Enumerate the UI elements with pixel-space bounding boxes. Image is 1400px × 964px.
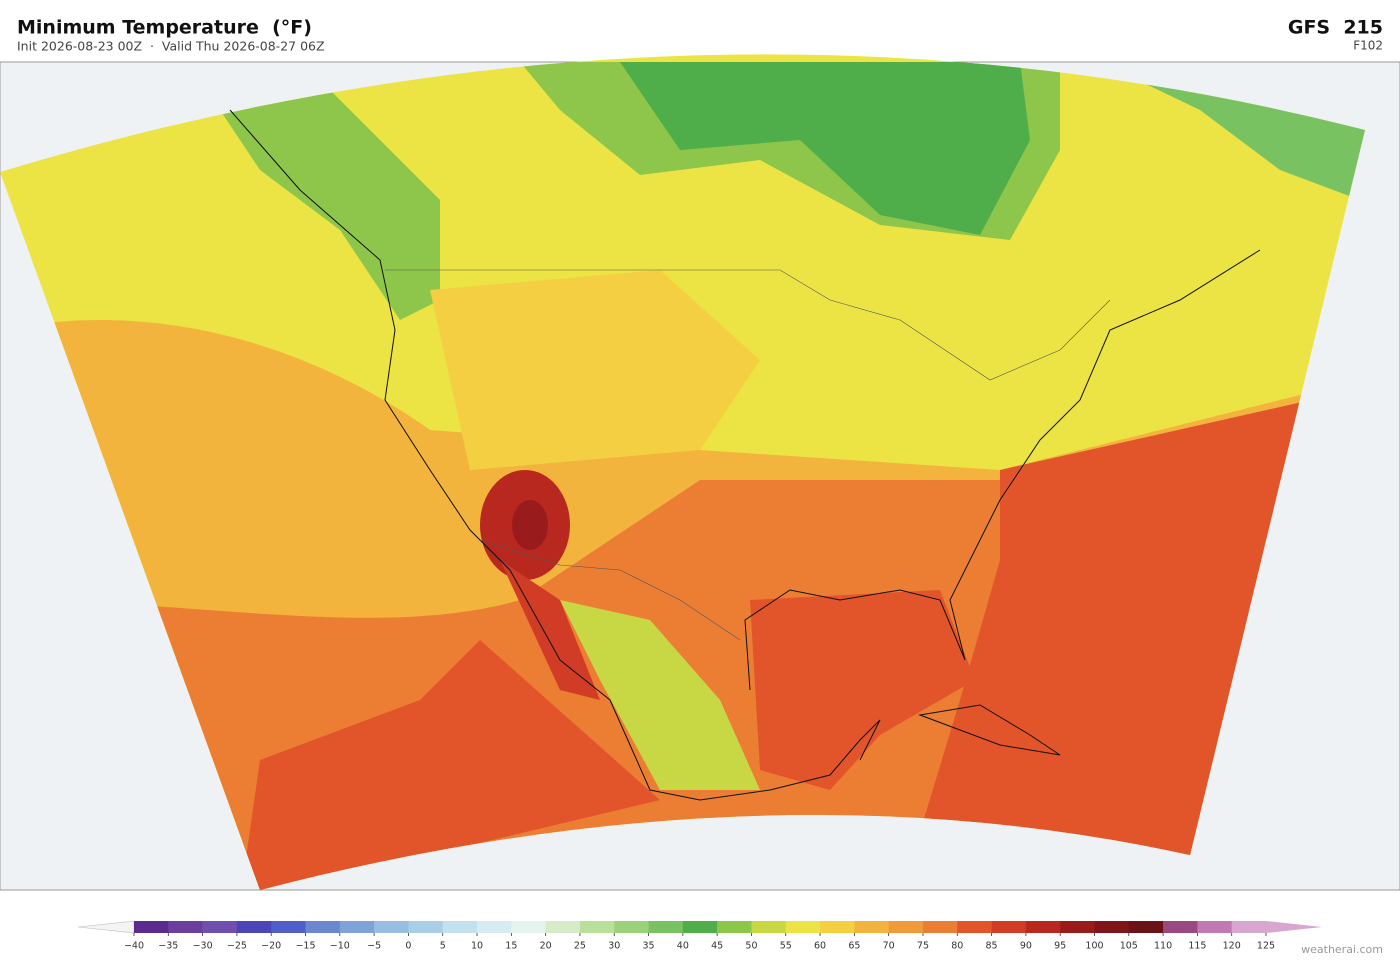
colorbar-cell [614, 921, 649, 933]
colorbar-tick-label: 75 [917, 941, 929, 952]
colorbar-cell [305, 921, 341, 933]
colorbar-cell [648, 921, 684, 933]
colorbar-tick-label: 20 [540, 941, 552, 952]
colorbar-tick-label: −40 [124, 941, 144, 952]
colorbar-cell [408, 921, 444, 933]
colorbar-tick-label: −30 [193, 941, 213, 952]
colorbar-cell [202, 921, 238, 933]
colorbar-cell [785, 921, 821, 933]
colorbar-tick-label: 45 [711, 941, 723, 952]
colorbar-cell [134, 921, 169, 933]
colorbar-cell [271, 921, 306, 933]
colorbar-cell [888, 921, 924, 933]
title: Minimum Temperature (°F) [17, 17, 312, 39]
colorbar-tick-label: −10 [330, 941, 350, 952]
colorbar-tick-label: 30 [608, 941, 620, 952]
colorbar-cell [751, 921, 787, 933]
colorbar-cell [1094, 921, 1130, 933]
colorbar-tick-label: −35 [158, 941, 178, 952]
colorbar-tick-label: 120 [1223, 941, 1241, 952]
colorbar-tick-label: 90 [1020, 941, 1032, 952]
colorbar-tick-label: 25 [574, 941, 586, 952]
forecast-hour: F102 [1353, 39, 1383, 53]
colorbar-cell [991, 921, 1027, 933]
colorbar-tick-label: 80 [951, 941, 963, 952]
colorbar-cell [854, 921, 889, 933]
gulf-coastline [744, 249, 1261, 691]
coastline [229, 109, 881, 801]
colorbar-tick-label: 55 [780, 941, 792, 952]
colorbar-tick-label: 125 [1257, 941, 1275, 952]
colorbar-tick-label: 10 [471, 941, 483, 952]
colorbar-cell [339, 921, 375, 933]
colorbar-tick-label: −20 [261, 941, 281, 952]
colorbar-cell [236, 921, 272, 933]
colorbar-under [77, 920, 135, 934]
colorbar-cell [1025, 921, 1061, 933]
credit: weatherai.com [1301, 943, 1383, 956]
colorbar-cell [1231, 921, 1267, 933]
colorbar-tick-label: 115 [1188, 941, 1206, 952]
colorbar-tick-label: −15 [295, 941, 315, 952]
colorbar-cell [477, 921, 512, 933]
colorbar-cell [682, 921, 718, 933]
colorbar-cell [1163, 921, 1198, 933]
colorbar-cell [1197, 921, 1232, 933]
colorbar-cell [442, 921, 478, 933]
colorbar-cell [545, 921, 581, 933]
colorbar-tick-label: 5 [440, 941, 446, 952]
us-canada-border [385, 269, 1111, 381]
colorbar-cell [579, 921, 615, 933]
colorbar-tick-label: −25 [227, 941, 247, 952]
colorbar-tick-label: 110 [1154, 941, 1172, 952]
model: GFS 215 [1288, 17, 1383, 39]
colorbar-cell [1060, 921, 1095, 933]
colorbar-cell [820, 921, 855, 933]
colorbar-tick-label: 65 [848, 941, 860, 952]
colorbar-tick-label: 95 [1054, 941, 1066, 952]
colorbar-tick-label: 60 [814, 941, 826, 952]
colorbar-tick-label: 105 [1120, 941, 1138, 952]
colorbar-tick-label: 85 [986, 941, 998, 952]
colorbar-cell [511, 921, 546, 933]
colorbar-tick-label: −5 [367, 941, 381, 952]
colorbar-tick-label: 100 [1085, 941, 1103, 952]
colorbar-tick-label: 40 [677, 941, 689, 952]
colorbar: −40 −35 −30 −25 −20 −15 −10 −5 0 5 10 15 20 25 30 35 40 4… [77, 920, 1322, 952]
colorbar-cell [957, 921, 992, 933]
colorbar-tick-label: 50 [745, 941, 757, 952]
colorbar-cell [922, 921, 958, 933]
colorbar-tick-label: 15 [505, 941, 517, 952]
colorbar-cell [717, 921, 752, 933]
colorbar-tick-label: 70 [883, 941, 895, 952]
us-mexico-border [479, 539, 741, 641]
colorbar-cell [168, 921, 203, 933]
colorbar-cell [374, 921, 409, 933]
colorbar-tick-label: 0 [405, 941, 411, 952]
subtitle: Init 2026-08-23 00Z · Valid Thu 2026-08-… [17, 39, 325, 54]
cuba [918, 704, 1061, 756]
colorbar-tick-label: 35 [642, 941, 654, 952]
colorbar-cell [1128, 921, 1164, 933]
colorbar-over [1266, 921, 1322, 933]
